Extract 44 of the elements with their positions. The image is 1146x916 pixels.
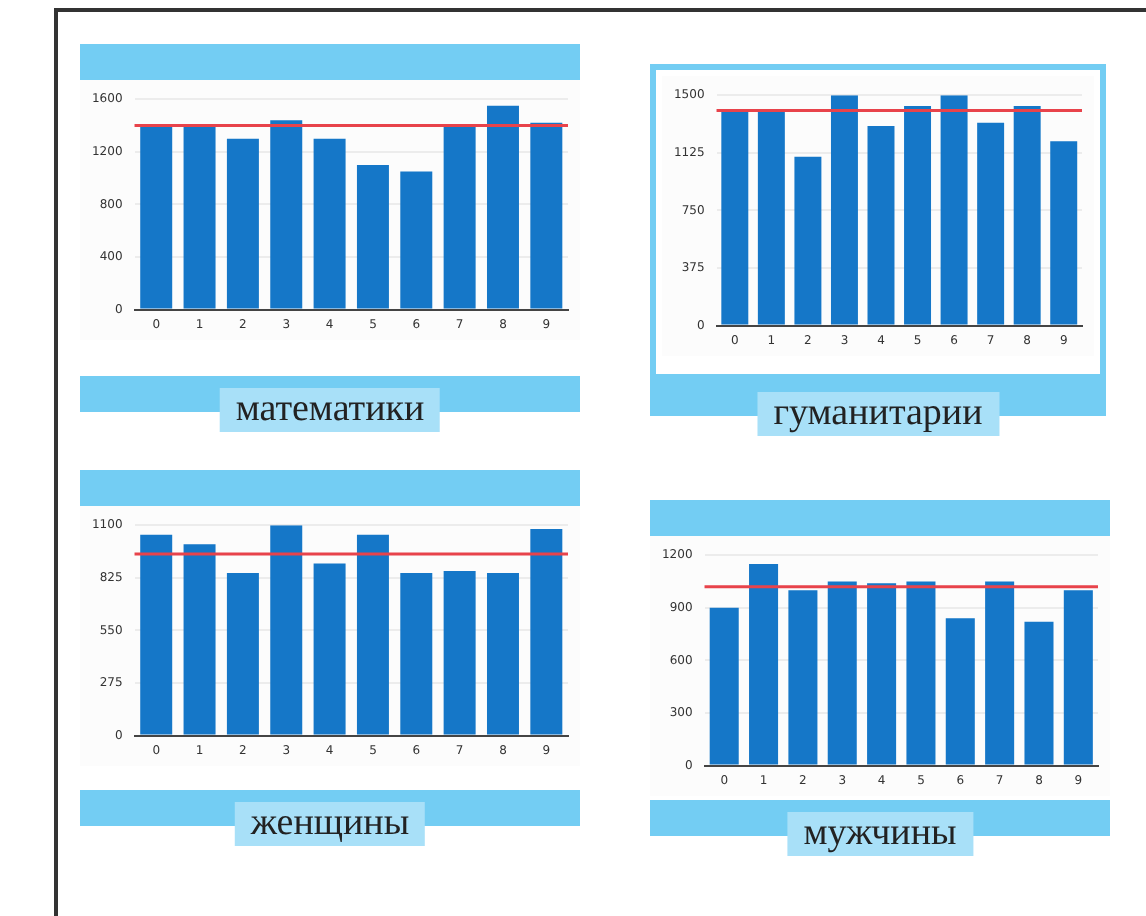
bar [830, 95, 858, 325]
bar [757, 110, 785, 325]
bar [1063, 590, 1093, 765]
bar [749, 563, 779, 765]
text: мужчины [787, 812, 973, 856]
bar [356, 534, 389, 735]
bar [140, 534, 173, 735]
bar [788, 590, 818, 765]
bar [1013, 105, 1041, 325]
text: математики [219, 388, 441, 432]
bar [945, 618, 975, 765]
bar [530, 122, 563, 309]
bar [226, 138, 259, 309]
bar [140, 125, 173, 309]
text: гуманитарии [757, 392, 999, 436]
bar [904, 105, 932, 325]
bar [443, 571, 476, 735]
bar [709, 607, 739, 765]
bar [794, 156, 822, 325]
bar [486, 105, 519, 309]
bar [313, 563, 346, 735]
bar [356, 164, 389, 309]
bar [867, 125, 895, 325]
bar [313, 138, 346, 309]
bar [530, 529, 563, 735]
bar [270, 525, 303, 735]
bar [985, 581, 1015, 765]
bar [443, 125, 476, 309]
bar [977, 122, 1005, 325]
text: женщины [234, 802, 426, 846]
bar [270, 120, 303, 309]
bar [183, 125, 216, 309]
bar [183, 544, 216, 735]
bar [486, 573, 519, 735]
bar [940, 95, 968, 325]
bar [867, 583, 897, 765]
bar [226, 573, 259, 735]
bar [400, 573, 433, 735]
bar [1024, 621, 1054, 765]
bar [400, 171, 433, 309]
bar [1050, 141, 1078, 325]
bar [906, 581, 936, 765]
bar [827, 581, 857, 765]
bar [721, 110, 749, 325]
